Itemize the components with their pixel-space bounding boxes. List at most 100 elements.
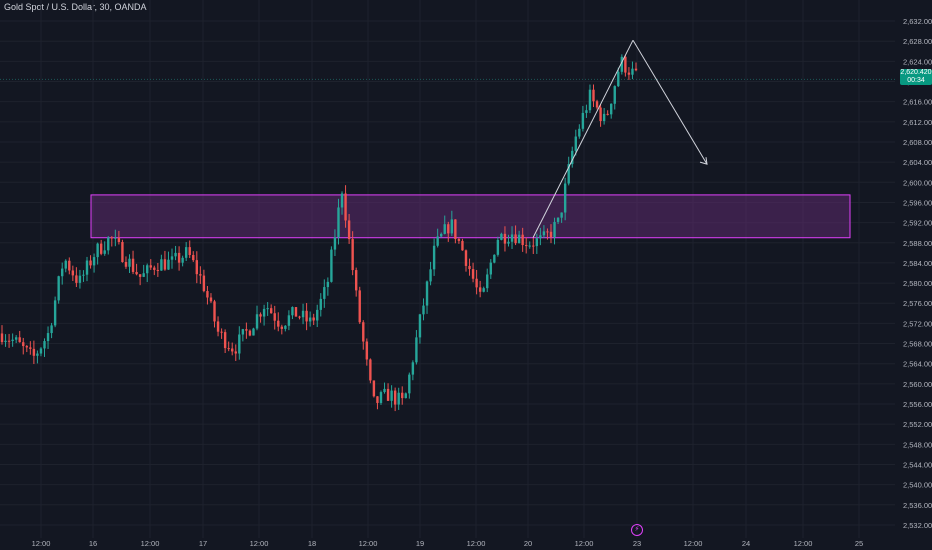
candle-body xyxy=(546,231,549,233)
candle-body xyxy=(422,305,425,315)
candle-body xyxy=(401,392,404,399)
candle-body xyxy=(347,220,351,240)
candle-body xyxy=(75,275,78,283)
candle-body xyxy=(549,231,553,238)
candle-body xyxy=(365,341,369,360)
candle-body xyxy=(71,270,75,276)
supply-zone[interactable] xyxy=(90,194,851,239)
candle-body xyxy=(535,238,539,247)
candle-body xyxy=(489,262,492,275)
candle-body xyxy=(188,247,191,255)
x-tick-label: 12:00 xyxy=(250,539,269,548)
candle-body xyxy=(255,314,259,329)
candle-body xyxy=(36,353,39,356)
candle-body xyxy=(319,298,322,310)
candle-body xyxy=(18,337,21,343)
candle-body xyxy=(595,101,599,108)
candle-body xyxy=(248,330,252,336)
candle-body xyxy=(602,113,606,122)
candle-body xyxy=(96,243,99,258)
current-price-value: 2,620.420 xyxy=(900,69,932,76)
x-tick-label: 25 xyxy=(855,539,863,548)
candle-body xyxy=(124,261,128,267)
y-tick-label: 2,608.000 xyxy=(903,138,932,147)
candle-body xyxy=(418,314,422,338)
y-tick-label: 2,548.000 xyxy=(903,440,932,449)
candle-body xyxy=(29,347,32,349)
candle-body xyxy=(425,281,429,306)
y-tick-label: 2,552.000 xyxy=(903,420,932,429)
candle-body xyxy=(599,107,602,122)
candle-body xyxy=(386,388,390,401)
candle-body xyxy=(266,308,269,310)
candle-body xyxy=(390,390,393,401)
candle-body xyxy=(107,237,110,251)
candle-body xyxy=(7,340,11,342)
candle-body xyxy=(610,103,613,115)
candle-body xyxy=(99,243,103,254)
candle-body xyxy=(376,396,379,403)
candle-body xyxy=(121,242,124,262)
candle-body xyxy=(471,269,475,279)
x-tick-label: 20 xyxy=(524,539,532,548)
candle-body xyxy=(103,250,106,254)
event-icon[interactable]: ⚡ xyxy=(631,524,643,536)
candle-body xyxy=(160,259,163,271)
candle-body xyxy=(560,212,563,218)
candle-body xyxy=(563,183,567,213)
candle-body xyxy=(408,374,411,394)
candle-body xyxy=(135,271,138,275)
y-tick-label: 2,544.000 xyxy=(903,460,932,469)
y-tick-label: 2,588.000 xyxy=(903,239,932,248)
y-tick-label: 2,624.000 xyxy=(903,57,932,66)
y-tick-label: 2,568.000 xyxy=(903,340,932,349)
candle-body xyxy=(620,56,624,72)
y-tick-label: 2,564.000 xyxy=(903,360,932,369)
y-axis[interactable]: 2,632.0002,628.0002,624.0002,620.0002,61… xyxy=(903,17,932,530)
candle-body xyxy=(354,270,358,291)
candle-body xyxy=(457,239,461,241)
trend-line[interactable] xyxy=(532,39,634,238)
x-tick-label: 23 xyxy=(633,539,641,548)
candle-body xyxy=(238,334,241,354)
candle-body xyxy=(556,217,560,222)
candle-body xyxy=(227,348,230,350)
candle-body xyxy=(500,233,503,240)
candle-body xyxy=(528,245,531,247)
candle-body xyxy=(199,274,202,276)
candle-body xyxy=(397,392,400,405)
candle-body xyxy=(351,239,354,271)
candle-body xyxy=(206,291,209,298)
candle-body xyxy=(415,337,418,363)
candle-body xyxy=(117,237,121,243)
candle-body xyxy=(209,297,213,302)
y-tick-label: 2,572.000 xyxy=(903,319,932,328)
candle-body xyxy=(223,332,227,349)
candle-body xyxy=(312,317,315,321)
candle-body xyxy=(592,89,595,102)
candle-body xyxy=(245,329,248,331)
projection-lines[interactable] xyxy=(532,39,708,238)
x-axis[interactable]: 12:00 16 12:00 17 12:00 18 12:00 19 12:00 20 12:00… xyxy=(32,539,864,548)
candle-body xyxy=(50,325,53,334)
candle-body xyxy=(493,254,496,263)
candle-body xyxy=(340,193,344,208)
candle-body xyxy=(163,259,167,270)
candle-body xyxy=(337,207,340,238)
candle-body xyxy=(588,89,592,111)
candle-body xyxy=(11,339,14,342)
candle-body xyxy=(184,247,188,258)
candle-body xyxy=(358,290,361,323)
y-tick-label: 2,580.000 xyxy=(903,279,932,288)
candle-body xyxy=(514,234,517,244)
candle-body xyxy=(404,393,407,399)
projection-line[interactable] xyxy=(632,39,708,165)
candle-body xyxy=(627,72,631,75)
candle-body xyxy=(142,273,145,277)
x-tick-label: 24 xyxy=(742,539,750,548)
y-tick-label: 2,600.000 xyxy=(903,178,932,187)
candle-body xyxy=(372,380,376,397)
candle-body xyxy=(252,328,255,336)
candle-body xyxy=(496,239,500,255)
